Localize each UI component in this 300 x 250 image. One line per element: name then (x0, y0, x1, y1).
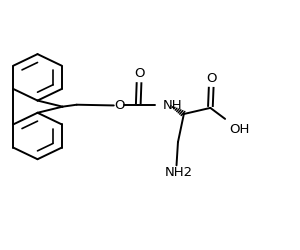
Text: NH2: NH2 (165, 166, 193, 179)
Text: O: O (134, 67, 144, 80)
Text: NH: NH (163, 99, 182, 112)
Text: O: O (206, 72, 217, 85)
Text: OH: OH (229, 122, 249, 136)
Text: O: O (114, 99, 124, 112)
